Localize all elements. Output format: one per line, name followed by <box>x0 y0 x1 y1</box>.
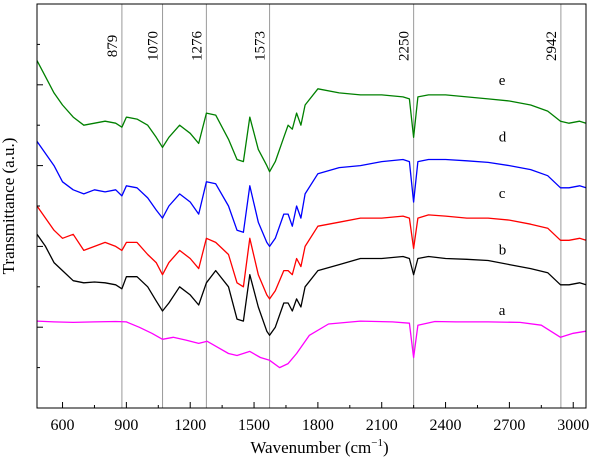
series-line-b <box>36 233 587 336</box>
reference-label-2250: 2250 <box>397 31 413 61</box>
series-line-d <box>36 141 587 248</box>
reference-lines: 879 1070 1276 1573 2250 2942 <box>105 4 562 408</box>
series-label-c: c <box>499 186 506 202</box>
series-line-c <box>36 205 587 300</box>
x-axis-title: Wavenumber (cm−1) <box>250 437 388 457</box>
x-tick-label: 3000 <box>557 417 589 434</box>
x-axis-title-close: ) <box>383 438 389 457</box>
series-label-b: b <box>499 242 507 258</box>
x-tick-label: 2400 <box>430 417 462 434</box>
reference-label-879: 879 <box>105 35 121 58</box>
reference-label-1573: 1573 <box>253 31 269 61</box>
reference-label-2942: 2942 <box>544 31 560 61</box>
x-tick-label: 2700 <box>493 417 525 434</box>
series-label-a: a <box>499 303 506 319</box>
series-layer: a b c d e <box>36 60 587 369</box>
x-axis-title-main: Wavenumber (cm <box>250 438 371 457</box>
x-tick-label: 1200 <box>174 417 206 434</box>
x-tick-label: 600 <box>51 417 75 434</box>
series-line-a <box>36 320 587 369</box>
plot-frame <box>36 3 587 409</box>
x-tick-label: 1500 <box>238 417 270 434</box>
series-label-d: d <box>499 129 507 145</box>
series-label-e: e <box>499 73 506 89</box>
series-line-e <box>36 60 587 173</box>
reference-label-1070: 1070 <box>146 31 162 61</box>
x-axis-title-sup: −1 <box>371 437 383 449</box>
x-tick-label: 1800 <box>302 417 334 434</box>
y-axis <box>37 3 43 369</box>
x-tick-label: 2100 <box>366 417 398 434</box>
reference-label-1276: 1276 <box>189 31 205 62</box>
x-axis: 600 900 1200 1500 1800 2100 2400 2700 3000 <box>51 402 589 434</box>
x-tick-label: 900 <box>114 417 138 434</box>
y-axis-title: Transmittance (a.u.) <box>0 138 18 275</box>
